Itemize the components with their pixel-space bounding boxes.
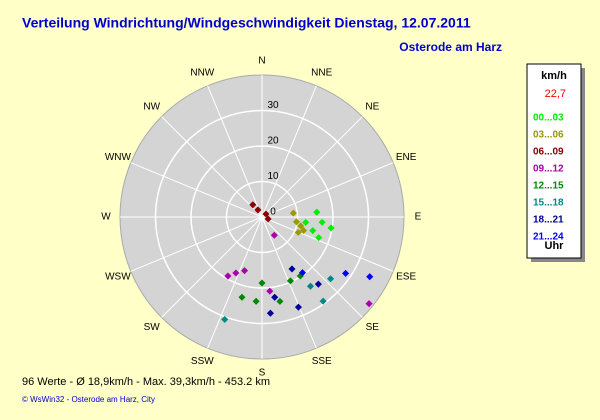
point bbox=[270, 231, 278, 239]
point bbox=[249, 201, 257, 209]
point bbox=[276, 297, 284, 305]
direction-label: W bbox=[101, 212, 111, 223]
r-tick-label: 0 bbox=[270, 207, 276, 218]
legend-entry: 21...24 bbox=[533, 232, 564, 243]
point bbox=[288, 265, 296, 273]
point bbox=[313, 208, 321, 216]
direction-label: SSW bbox=[191, 356, 214, 367]
legend-entry: 03...06 bbox=[533, 130, 564, 141]
direction-label: NNW bbox=[190, 68, 214, 79]
r-tick-label: 30 bbox=[267, 100, 279, 111]
direction-label: WNW bbox=[105, 152, 132, 163]
point bbox=[264, 215, 272, 223]
legend-entry: 09...12 bbox=[533, 164, 564, 175]
point bbox=[238, 293, 246, 301]
point bbox=[258, 279, 266, 287]
direction-label: N bbox=[258, 56, 265, 67]
direction-label: SE bbox=[366, 322, 380, 333]
r-tick-label: 20 bbox=[267, 136, 279, 147]
point bbox=[319, 297, 327, 305]
point bbox=[221, 315, 229, 323]
point bbox=[241, 267, 249, 275]
point bbox=[262, 210, 270, 218]
direction-label: E bbox=[415, 212, 422, 223]
r-tick-label: 10 bbox=[267, 171, 279, 182]
legend-entry: 06...09 bbox=[533, 147, 564, 158]
chart-subtitle: Osterode am Harz bbox=[399, 40, 502, 54]
direction-label: WSW bbox=[105, 271, 131, 282]
point bbox=[314, 280, 322, 288]
direction-label: SW bbox=[144, 322, 161, 333]
point bbox=[297, 222, 305, 230]
legend-entry: 15...18 bbox=[533, 198, 564, 209]
point bbox=[327, 224, 335, 232]
point bbox=[266, 287, 274, 295]
footer: 96 Werte - Ø 18,9km/h - Max. 39,3km/h - … bbox=[22, 376, 270, 388]
direction-label: ESE bbox=[396, 271, 416, 282]
point bbox=[224, 272, 232, 280]
legend-entry: 18...21 bbox=[533, 215, 564, 226]
point bbox=[342, 269, 350, 277]
point bbox=[365, 300, 373, 308]
point bbox=[318, 218, 326, 226]
point bbox=[271, 293, 279, 301]
legend-title: km/h bbox=[541, 70, 567, 82]
point bbox=[315, 234, 323, 242]
grid-ring bbox=[154, 109, 370, 325]
direction-label: NE bbox=[365, 101, 379, 112]
point bbox=[294, 228, 302, 236]
direction-label: S bbox=[259, 368, 266, 379]
direction-label: ENE bbox=[396, 152, 417, 163]
current-value: 22,7 bbox=[545, 88, 566, 100]
point bbox=[252, 297, 260, 305]
legend-entry: 00...03 bbox=[533, 113, 564, 124]
grid-ring bbox=[225, 180, 299, 254]
point bbox=[366, 273, 374, 281]
point bbox=[292, 218, 300, 226]
legend-entry: 12...15 bbox=[533, 181, 564, 192]
direction-label: NNE bbox=[311, 68, 332, 79]
grid-ring bbox=[190, 145, 334, 289]
point bbox=[309, 227, 317, 235]
point bbox=[298, 269, 307, 277]
point bbox=[289, 209, 297, 217]
point bbox=[286, 277, 294, 285]
legend-footer: Uhr bbox=[545, 240, 565, 252]
point bbox=[327, 275, 335, 283]
point bbox=[302, 218, 310, 226]
legend-box bbox=[526, 63, 582, 259]
chart-title: Verteilung Windrichtung/Windgeschwindigk… bbox=[22, 15, 471, 31]
point bbox=[294, 303, 302, 311]
point bbox=[299, 226, 308, 235]
direction-label: SSE bbox=[312, 356, 332, 367]
point bbox=[266, 309, 274, 317]
direction-label: NW bbox=[143, 101, 160, 112]
point bbox=[232, 269, 240, 277]
copyright: © WsWin32 - Osterode am Harz, City bbox=[22, 395, 155, 404]
point bbox=[306, 282, 314, 290]
